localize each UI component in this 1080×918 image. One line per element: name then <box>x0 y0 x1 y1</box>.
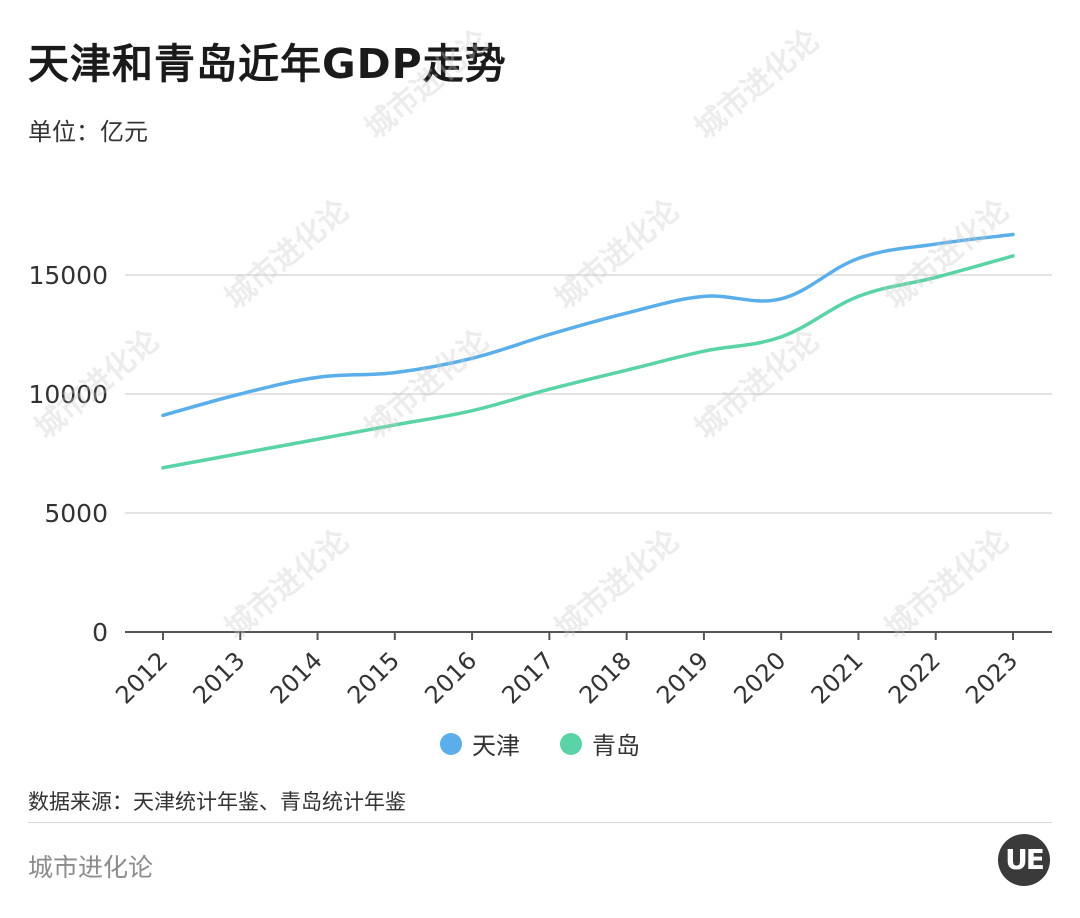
x-tick-label: 2022 <box>883 646 946 709</box>
unit-label: 单位：亿元 <box>28 118 148 146</box>
series-line-qingdao <box>161 254 1015 470</box>
brand-logo-icon: UE <box>998 834 1050 886</box>
y-tick-label: 5000 <box>44 499 108 528</box>
x-tick-label: 2019 <box>651 646 714 709</box>
x-tick-label: 2014 <box>265 646 328 709</box>
y-tick-label: 10000 <box>28 380 108 409</box>
legend-label-tianjin: 天津 <box>472 732 520 760</box>
series-line-tianjin <box>161 232 1015 418</box>
chart-title: 天津和青岛近年GDP走势 <box>28 40 507 88</box>
legend-dot-tianjin <box>440 732 462 755</box>
x-tick-label: 2013 <box>188 646 251 709</box>
x-tick-label: 2012 <box>110 646 173 709</box>
x-tick-label: 2015 <box>342 646 405 709</box>
x-tick-label: 2023 <box>960 646 1023 709</box>
legend-dot-qingdao <box>560 732 582 755</box>
legend-item-tianjin[interactable]: 天津 <box>440 726 520 761</box>
x-tick-label: 2016 <box>419 646 482 709</box>
x-tick-label: 2017 <box>497 646 560 709</box>
footer-divider <box>28 822 1052 823</box>
brand-name: 城市进化论 <box>28 853 154 882</box>
legend-item-qingdao[interactable]: 青岛 <box>560 726 640 761</box>
legend-label-qingdao: 青岛 <box>592 732 640 760</box>
x-tick-label: 2020 <box>728 646 791 709</box>
data-source-note: 数据来源：天津统计年鉴、青岛统计年鉴 <box>28 790 406 814</box>
x-tick-label: 2018 <box>574 646 637 709</box>
y-tick-label: 15000 <box>28 261 108 290</box>
chart-legend: 天津 青岛 <box>440 726 680 761</box>
y-tick-label: 0 <box>92 618 108 647</box>
x-tick-label: 2021 <box>806 646 869 709</box>
